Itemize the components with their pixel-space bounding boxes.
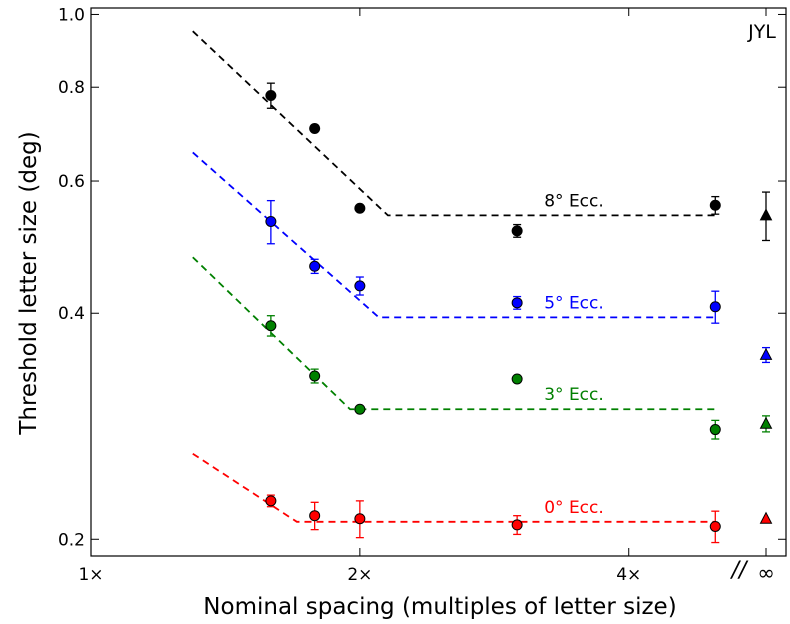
data-point: [709, 520, 721, 532]
data-point: [354, 280, 366, 292]
y-tick-label: 0.6: [58, 172, 85, 192]
x-tick-label: ∞: [757, 561, 775, 585]
series-label: 0° Ecc.: [544, 498, 604, 518]
y-tick-label: 1.0: [58, 5, 85, 25]
fit-line: [192, 452, 716, 523]
data-point: [309, 510, 321, 522]
data-point: [354, 403, 366, 415]
fit-line: [192, 151, 716, 319]
data-point: [309, 370, 321, 382]
data-point: [709, 199, 721, 211]
data-point: [511, 225, 523, 237]
data-point: [354, 202, 366, 214]
data-point: [309, 122, 321, 134]
y-tick-label: 0.8: [58, 78, 85, 98]
data-point: [709, 301, 721, 313]
plot-frame: [90, 7, 787, 557]
data-point: [265, 495, 277, 507]
data-point: [265, 320, 277, 332]
axis-break-mark: //: [730, 558, 749, 583]
data-point: [354, 513, 366, 525]
y-axis-label: Threshold letter size (deg): [16, 131, 42, 435]
data-points: [265, 82, 773, 544]
subject-label: JYL: [747, 21, 776, 43]
fit-line: [192, 30, 716, 217]
series-labels: 8° Ecc. 5° Ecc. 3° Ecc. 0° Ecc.: [544, 191, 604, 517]
fit-lines: [192, 30, 716, 523]
x-tick-label: 2×: [347, 565, 372, 585]
data-point: [511, 297, 523, 309]
data-point: [265, 215, 277, 227]
x-tick-label: 1×: [78, 565, 103, 585]
infinity-point: [759, 208, 773, 221]
series-label: 5° Ecc.: [544, 293, 604, 313]
data-point: [511, 373, 523, 385]
y-tick-label: 0.2: [58, 530, 85, 550]
infinity-point: [759, 511, 773, 524]
infinity-point: [759, 347, 773, 360]
y-tick-label: 0.4: [58, 304, 85, 324]
series-label: 3° Ecc.: [544, 385, 604, 405]
data-point: [709, 424, 721, 436]
axis-ticks: 0.2 0.4 0.6 0.8 1.0 1× 2× 4× ∞: [58, 5, 786, 585]
x-axis-label: Nominal spacing (multiples of letter siz…: [203, 594, 676, 620]
series-label: 8° Ecc.: [544, 191, 604, 211]
x-tick-label: 4×: [616, 565, 641, 585]
data-point: [265, 89, 277, 101]
infinity-point: [759, 416, 773, 429]
data-point: [511, 519, 523, 531]
fit-line: [192, 256, 716, 411]
data-point: [309, 260, 321, 272]
